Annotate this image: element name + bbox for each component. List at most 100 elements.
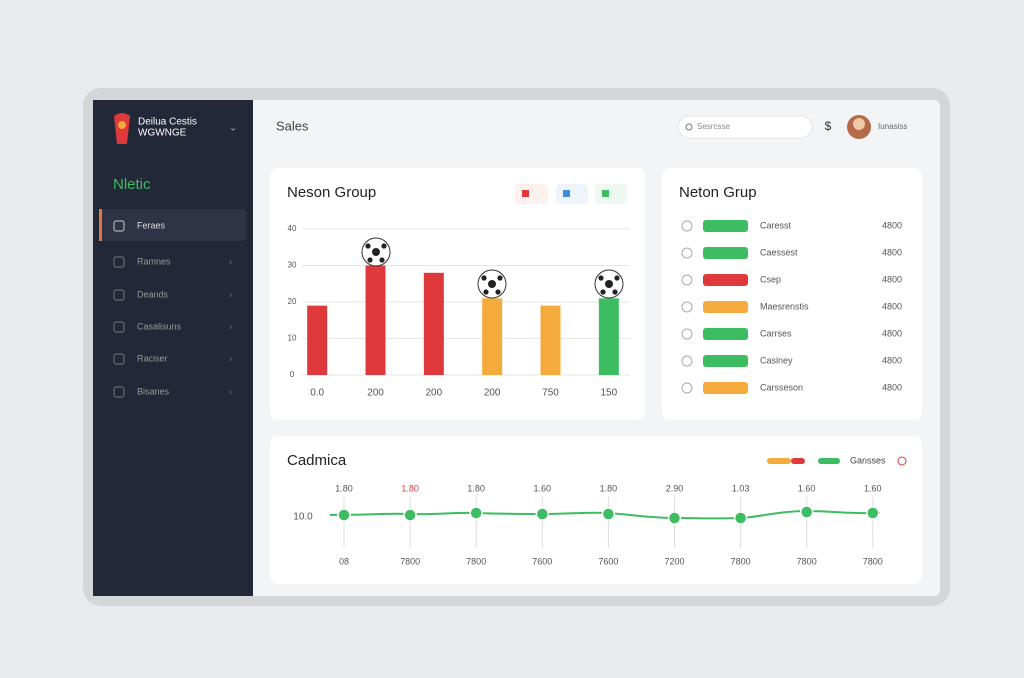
- nav-chevron: ›: [229, 289, 232, 299]
- legend-icon[interactable]: [897, 456, 907, 466]
- chevron[interactable]: ⌄: [229, 123, 237, 134]
- filter-chips[interactable]: [515, 184, 627, 204]
- bottom-label: 7800: [466, 556, 486, 566]
- row-label: Carrses: [760, 328, 792, 338]
- row-label: Casiney: [760, 355, 793, 365]
- card-title: Neson Group: [287, 184, 376, 201]
- row-label: Caresst: [760, 220, 792, 230]
- nav-chevron: ›: [229, 353, 232, 363]
- currency-icon[interactable]: $: [825, 119, 832, 133]
- brand: Deilua Cestis: [138, 117, 197, 128]
- ball-patch: [367, 257, 373, 263]
- point-label: 1.03: [732, 483, 750, 493]
- avatar-face: [853, 118, 865, 130]
- row-bar: [703, 274, 748, 286]
- bar: [598, 298, 619, 375]
- point-label: 1.60: [534, 483, 552, 493]
- active-item[interactable]: [99, 209, 246, 241]
- row-icon: [681, 247, 693, 259]
- ball-patch: [598, 275, 604, 281]
- search-placeholder: Sesrcsse: [697, 122, 730, 131]
- nav-label[interactable]: Deands: [137, 289, 169, 299]
- x-tick-label: 0.0: [310, 388, 324, 399]
- section-title: Nletic: [113, 176, 151, 193]
- ball-patch: [372, 248, 380, 256]
- point[interactable]: [601, 507, 616, 521]
- legend-swatch: [767, 458, 791, 464]
- nav-icon: [113, 289, 125, 301]
- bottom-label: 7600: [532, 556, 552, 566]
- y-tick-label: 30: [288, 261, 297, 270]
- point[interactable]: [667, 511, 682, 525]
- sidebar: [93, 100, 253, 596]
- nav-icon: [113, 353, 125, 365]
- row-icon: [681, 355, 693, 367]
- row-label: Caessest: [760, 247, 798, 257]
- bottom-label: 7800: [400, 556, 420, 566]
- ball-patch: [497, 275, 503, 281]
- nav-label[interactable]: Casalisuns: [137, 321, 182, 331]
- row-value: 4800: [882, 328, 902, 338]
- page-title: Sales: [276, 118, 309, 133]
- search-icon: [685, 123, 693, 131]
- x-tick-label: 200: [367, 388, 384, 399]
- row-value: 4800: [882, 382, 902, 392]
- timeline-card: [270, 436, 922, 584]
- search-box[interactable]: [677, 115, 813, 139]
- point[interactable]: [799, 505, 814, 519]
- x-tick-label: 150: [600, 388, 617, 399]
- ball-patch: [483, 289, 489, 295]
- bottom-label: 7800: [797, 556, 817, 566]
- card-title: Neton Grup: [679, 184, 757, 201]
- nav-chevron: ›: [229, 256, 232, 266]
- nav-label[interactable]: Ramnes: [137, 256, 171, 266]
- card-title: Cadmica: [287, 452, 347, 469]
- y-label: 10.0: [293, 512, 313, 523]
- row-icon: [681, 382, 693, 394]
- y-tick-label: 10: [288, 334, 297, 343]
- point-label: 1.60: [798, 483, 816, 493]
- point-label: 1.80: [467, 483, 485, 493]
- ball-patch: [381, 243, 387, 249]
- bottom-label: 08: [339, 556, 349, 566]
- bar: [365, 265, 386, 375]
- bar: [482, 298, 503, 375]
- nav-label[interactable]: Bisanes: [137, 386, 170, 396]
- row-icon: [681, 220, 693, 232]
- point[interactable]: [403, 508, 417, 522]
- row-value: 4800: [882, 220, 902, 230]
- row-bar: [703, 247, 748, 259]
- ball-patch: [365, 243, 371, 249]
- point-label: 1.80: [335, 483, 353, 493]
- row-icon: [681, 301, 693, 313]
- bottom-label: 7800: [731, 556, 751, 566]
- point[interactable]: [535, 507, 550, 521]
- row-label: Carsseson: [760, 382, 803, 392]
- point[interactable]: [337, 508, 351, 522]
- point-label: 1.60: [864, 483, 882, 493]
- legend-label: Gansses: [850, 455, 886, 465]
- row-icon: [681, 328, 693, 340]
- point-label: 2.90: [666, 483, 684, 493]
- nav-icon: [113, 321, 125, 333]
- point[interactable]: [469, 506, 483, 520]
- nav-icon: [113, 256, 125, 268]
- point[interactable]: [733, 511, 748, 525]
- ball-patch: [612, 289, 618, 295]
- logo: [114, 113, 130, 144]
- bar-card: [270, 168, 645, 420]
- row-value: 4800: [882, 274, 902, 284]
- x-tick-label: 750: [542, 388, 559, 399]
- x-tick-label: 200: [425, 388, 442, 399]
- brand: WGWNGE: [138, 128, 187, 139]
- row-value: 4800: [882, 247, 902, 257]
- nav-label[interactable]: Raciser: [137, 353, 168, 363]
- nav-chevron: ›: [229, 386, 232, 396]
- nav-label[interactable]: Feraes: [137, 220, 166, 230]
- row-label: Maesrenstis: [760, 301, 809, 311]
- point[interactable]: [866, 506, 880, 520]
- active-marker: [99, 209, 102, 241]
- point-label: 1.80: [600, 483, 618, 493]
